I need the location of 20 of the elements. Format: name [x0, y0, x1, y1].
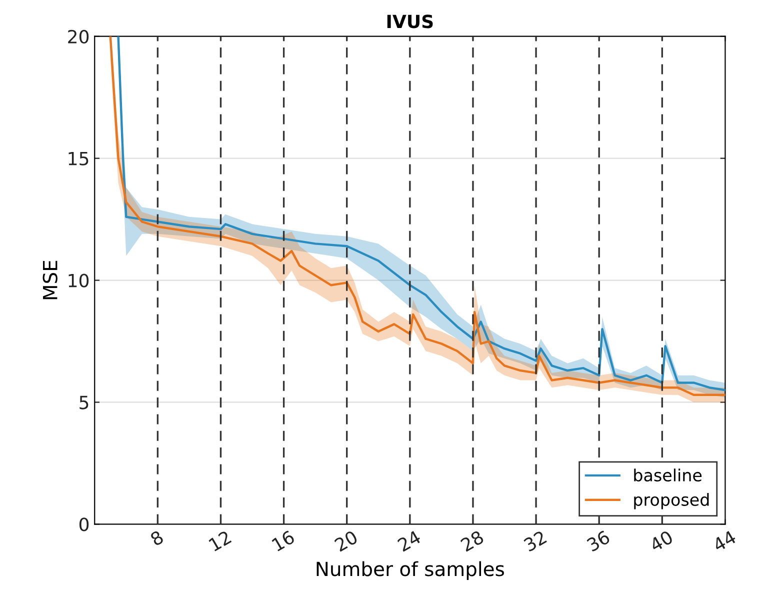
x-tick-label: 20 — [334, 530, 358, 552]
x-tick-label: 44 — [712, 530, 737, 552]
x-tick-label: 16 — [271, 530, 296, 552]
y-axis-title: MSE — [42, 260, 58, 300]
x-axis-title: Number of samples — [316, 561, 504, 580]
legend-label: proposed — [634, 493, 709, 510]
x-tick-label: 8 — [150, 530, 164, 546]
y-tick-label: 20 — [68, 30, 89, 44]
x-tick-label: 12 — [208, 530, 232, 552]
y-tick-label: 10 — [68, 274, 89, 288]
legend-label: baseline — [634, 468, 702, 482]
x-tick-label: 28 — [460, 530, 484, 552]
y-tick-label: 5 — [80, 396, 88, 410]
y-tick-label: 0 — [79, 518, 89, 532]
x-tick-label: 36 — [586, 530, 611, 552]
chart-title: IVUS — [387, 14, 433, 28]
x-tick-label: 32 — [523, 530, 548, 552]
x-tick-label: 40 — [648, 530, 674, 552]
x-tick-label: 24 — [396, 530, 422, 552]
y-tick-label: 15 — [68, 152, 88, 166]
